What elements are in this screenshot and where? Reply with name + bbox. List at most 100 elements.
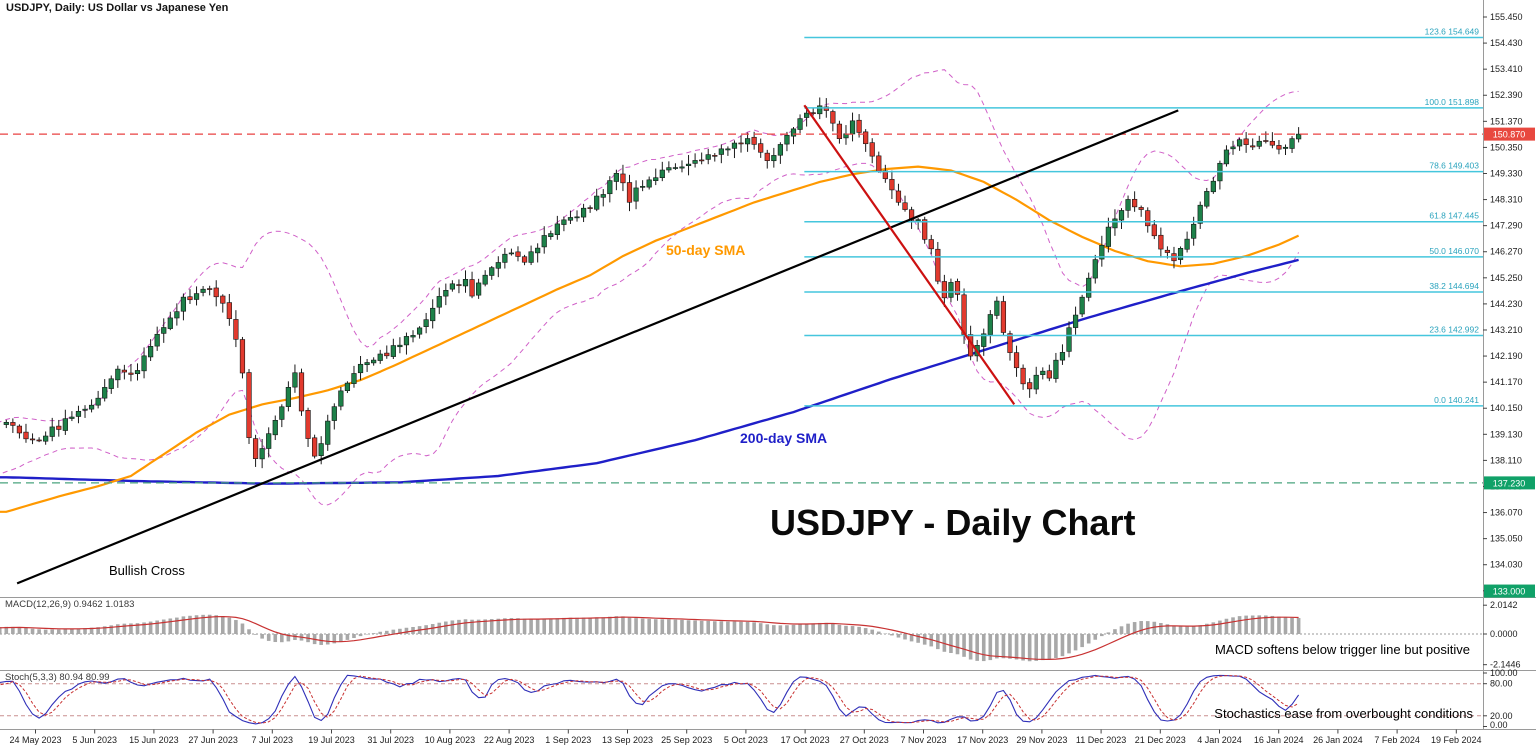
candle xyxy=(600,189,606,207)
candle xyxy=(95,390,101,409)
candle xyxy=(298,368,305,416)
date-tick-label: 15 Jun 2023 xyxy=(129,735,179,745)
candle xyxy=(1263,131,1269,144)
date-tick-label: 17 Oct 2023 xyxy=(781,735,830,745)
fibo-level-tick-label: 78.6 149.403 xyxy=(1429,161,1479,171)
candle xyxy=(102,379,108,402)
price-badge xyxy=(1484,584,1535,598)
date-tick-label: 10 Aug 2023 xyxy=(425,735,476,745)
price-tick-label: 143.210 xyxy=(1490,325,1523,335)
candle xyxy=(285,381,291,412)
candle xyxy=(626,174,633,212)
candle xyxy=(1105,217,1111,253)
candle xyxy=(82,405,88,418)
candle xyxy=(548,230,554,240)
candle xyxy=(640,180,646,192)
price-tick-label: 149.330 xyxy=(1490,168,1523,178)
macd-signal-line xyxy=(0,615,1299,660)
sma50-line xyxy=(0,165,1300,513)
candle xyxy=(476,278,482,299)
candle xyxy=(915,217,921,230)
candle xyxy=(508,248,515,256)
candle xyxy=(1250,138,1256,151)
candle xyxy=(1184,231,1190,253)
bullish-uptrend-line xyxy=(16,109,1179,585)
candle xyxy=(207,285,213,296)
fibo-level-tick-label: 38.2 144.694 xyxy=(1429,281,1479,291)
candle xyxy=(43,431,49,445)
candle xyxy=(679,160,685,173)
price-badge xyxy=(1484,476,1535,490)
date-tick-label: 21 Dec 2023 xyxy=(1135,735,1186,745)
candle xyxy=(1086,272,1092,302)
candle xyxy=(436,287,442,315)
candle xyxy=(410,330,416,343)
sma200-line xyxy=(0,258,1299,485)
candle xyxy=(561,216,567,232)
candle xyxy=(876,151,882,173)
candle xyxy=(1236,137,1243,151)
candle xyxy=(882,164,888,183)
candle xyxy=(699,152,705,165)
candle xyxy=(1289,136,1295,153)
candle xyxy=(279,404,285,428)
candle xyxy=(922,216,928,244)
candle xyxy=(764,149,770,169)
candle xyxy=(495,256,501,278)
price-tick-label: 153.410 xyxy=(1490,64,1523,74)
candle xyxy=(1059,344,1066,365)
candle xyxy=(567,210,574,224)
candle xyxy=(797,114,803,134)
candle xyxy=(777,142,783,164)
date-tick-label: 25 Sep 2023 xyxy=(661,735,712,745)
candle xyxy=(784,131,790,152)
date-axis: 24 May 2023 5 Jun 2023 15 Jun 2023 27 Jun 2… xyxy=(9,729,1482,745)
date-tick-label: 24 May 2023 xyxy=(9,735,61,745)
candle xyxy=(187,289,193,304)
macd-tick-label: 2.0142 xyxy=(1490,600,1518,610)
candle xyxy=(3,419,9,429)
candle xyxy=(430,299,436,329)
candle xyxy=(357,355,364,381)
candle xyxy=(594,188,600,212)
candle xyxy=(36,437,42,443)
fibonacci-retracement: 123.6 154.649 100.0 151.898 78.6 149.403 61… xyxy=(804,26,1483,407)
candle xyxy=(580,203,587,223)
date-tick-label: 7 Jul 2023 xyxy=(252,735,294,745)
candle xyxy=(312,434,318,459)
candle xyxy=(1040,367,1046,380)
price-badge xyxy=(1484,127,1535,141)
price-tick-label: 134.030 xyxy=(1490,560,1523,570)
fibo-level-tick-label: 123.6 154.649 xyxy=(1425,26,1480,36)
stochastic-panel[interactable] xyxy=(0,674,1483,725)
candle xyxy=(1053,352,1059,383)
candle xyxy=(49,417,55,442)
candle xyxy=(456,279,462,294)
price-tick-label: 139.130 xyxy=(1490,429,1523,439)
stoch-tick-label: 20.00 xyxy=(1490,711,1513,721)
candles xyxy=(3,97,1302,469)
date-tick-label: 5 Jun 2023 xyxy=(72,735,117,745)
candle xyxy=(843,125,849,145)
stoch-tick-label: 0.00 xyxy=(1490,720,1508,730)
date-tick-label: 31 Jul 2023 xyxy=(367,735,414,745)
candle xyxy=(56,419,62,437)
macd-panel[interactable] xyxy=(0,614,1483,662)
main-chart-panel[interactable]: 123.6 154.649 100.0 151.898 78.6 149.403 61… xyxy=(0,26,1483,585)
candle xyxy=(869,138,875,164)
candle xyxy=(1020,364,1026,390)
candle xyxy=(449,280,455,292)
bearish-downtrend-line xyxy=(803,104,1016,406)
candle xyxy=(666,161,672,173)
candle xyxy=(377,349,383,364)
candle xyxy=(154,326,160,351)
stoch-d-line xyxy=(0,675,1299,724)
date-tick-label: 1 Sep 2023 xyxy=(545,735,591,745)
price-tick-label: 145.250 xyxy=(1490,273,1523,283)
candle xyxy=(659,161,665,182)
date-tick-label: 5 Oct 2023 xyxy=(724,735,768,745)
candle xyxy=(889,170,895,199)
candle xyxy=(115,365,121,388)
